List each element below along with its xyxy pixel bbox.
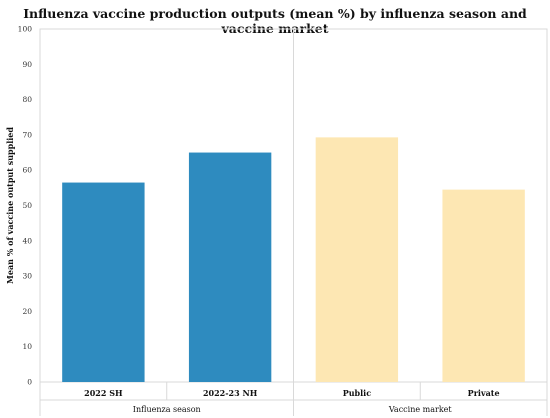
bar	[188, 152, 272, 382]
y-tick-label: 60	[22, 166, 32, 175]
y-tick-label: 10	[22, 342, 32, 351]
y-tick-label: 100	[18, 25, 33, 34]
bar	[442, 189, 525, 382]
x-category-label: 2022 SH	[84, 388, 123, 398]
y-tick-label: 30	[22, 272, 32, 281]
y-tick-label: 20	[22, 307, 32, 316]
y-tick-label: 90	[22, 60, 32, 69]
y-tick-label: 40	[22, 236, 32, 245]
x-category-label: Private	[468, 388, 500, 398]
x-group-label: Influenza season	[133, 405, 201, 414]
x-category-label: Public	[343, 388, 372, 398]
y-tick-label: 50	[22, 201, 32, 210]
y-tick-label: 80	[22, 95, 32, 104]
y-axis-label: Mean % of vaccine output supplied	[5, 127, 15, 284]
x-category-label: 2022-23 NH	[203, 388, 258, 398]
bar	[62, 182, 145, 382]
bar	[315, 137, 399, 382]
y-tick-label: 0	[27, 378, 32, 387]
y-tick-label: 70	[22, 130, 32, 139]
x-group-label: Vaccine market	[388, 405, 453, 414]
